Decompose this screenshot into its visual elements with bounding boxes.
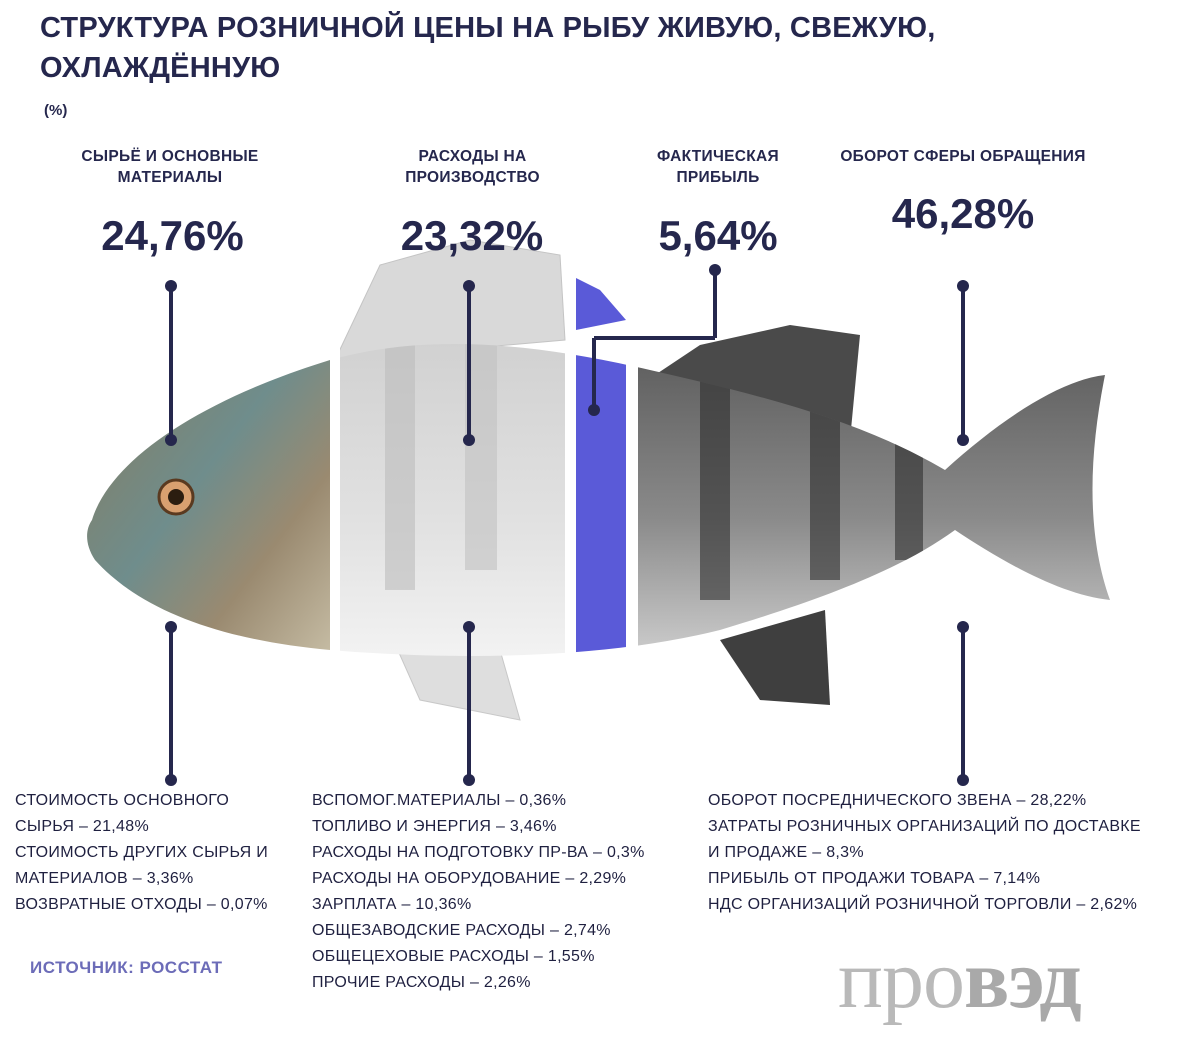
category-label-circulation-turnover: ОБОРОТ СФЕРЫ ОБРАЩЕНИЯ [808,146,1118,167]
connector-production-costs-dot [463,280,475,292]
list-item: ВОЗВРАТНЫЕ ОТХОДЫ – 0,07% [15,896,268,913]
connector-actual-profit-dot [709,264,721,276]
category-label-line: ПРИБЫЛЬ [676,169,760,186]
list-item: МАТЕРИАЛОВ – 3,36% [15,870,194,887]
unit-label: (%) [44,102,68,119]
chart-title: СТРУКТУРА РОЗНИЧНОЙ ЦЕНЫ НА РЫБУ ЖИВУЮ, … [40,12,936,84]
connector-circulation-turnover-dot [957,774,969,786]
category-label-production-costs: РАСХОДЫ НА ПРОИЗВОДСТВО [355,146,590,188]
item-list-raw-materials: СТОИМОСТЬ ОСНОВНОГО СЫРЬЯ – 21,48% СТОИМ… [15,788,315,918]
list-item: ОБОРОТ ПОСРЕДНИЧЕСКОГО ЗВЕНА – 28,22% [708,792,1087,809]
connector-production-costs-dot [463,774,475,786]
list-item: СЫРЬЯ – 21,48% [15,818,149,835]
connector-circulation-turnover-dot [957,434,969,446]
logo-part-1: про [838,933,965,1026]
item-list-circulation-turnover: ОБОРОТ ПОСРЕДНИЧЕСКОГО ЗВЕНА – 28,22% ЗА… [708,788,1198,918]
category-label-line: РАСХОДЫ НА [418,148,527,165]
connector-raw-materials-dot [165,774,177,786]
brand-logo: провэд [838,933,1082,1026]
list-item: СТОИМОСТЬ ОСНОВНОГО [15,792,230,809]
connector-raw-materials-dot [165,434,177,446]
list-item: СТОИМОСТЬ ДРУГИХ СЫРЬЯ И [15,844,269,861]
list-item: РАСХОДЫ НА ПОДГОТОВКУ ПР-ВА – 0,3% [312,844,645,861]
connector-circulation-turnover-dot [957,280,969,292]
category-label-line: СЫРЬЁ И ОСНОВНЫЕ [81,148,259,165]
list-item: ТОПЛИВО И ЭНЕРГИЯ – 3,46% [312,818,557,835]
connector-production-costs-dot [463,621,475,633]
connector-circulation-turnover-dot [957,621,969,633]
connector-production-costs-dot [463,434,475,446]
value-label-raw-materials: 24,76% [101,212,244,259]
category-label-actual-profit: ФАКТИЧЕСКАЯ ПРИБЫЛЬ [628,146,808,188]
list-item: НДС ОРГАНИЗАЦИЙ РОЗНИЧНОЙ ТОРГОВЛИ – 2,6… [708,896,1138,913]
list-item: РАСХОДЫ НА ОБОРУДОВАНИЕ – 2,29% [312,870,627,887]
list-item: ОБЩЕЦЕХОВЫЕ РАСХОДЫ – 1,55% [312,948,595,965]
connector-raw-materials-dot [165,621,177,633]
value-label-production-costs: 23,32% [400,212,544,259]
list-item: ПРИБЫЛЬ ОТ ПРОДАЖИ ТОВАРА – 7,14% [708,870,1041,887]
list-item: ЗАТРАТЫ РОЗНИЧНЫХ ОРГАНИЗАЦИЙ ПО ДОСТАВК… [708,818,1141,835]
category-label-line: МАТЕРИАЛЫ [117,169,223,186]
connector-raw-materials-dot [165,280,177,292]
list-item: ПРОЧИЕ РАСХОДЫ – 2,26% [312,974,531,991]
category-label-line: ПРОИЗВОДСТВО [405,169,540,186]
list-item: ЗАРПЛАТА – 10,36% [312,896,472,913]
value-label-actual-profit: 5,64% [658,212,778,259]
list-item: И ПРОДАЖЕ – 8,3% [708,844,864,861]
logo-part-2: вэд [963,933,1082,1026]
value-label-circulation-turnover: 46,28% [891,190,1035,237]
category-label-raw-materials: СЫРЬЁ И ОСНОВНЫЕ МАТЕРИАЛЫ [55,146,285,188]
list-item: ОБЩЕЗАВОДСКИЕ РАСХОДЫ – 2,74% [312,922,611,939]
category-label-line: ОБОРОТ СФЕРЫ ОБРАЩЕНИЯ [840,148,1086,165]
item-list-production-costs: ВСПОМОГ.МАТЕРИАЛЫ – 0,36% ТОПЛИВО И ЭНЕР… [312,788,702,996]
connector-actual-profit-dot [588,404,600,416]
category-label-line: ФАКТИЧЕСКАЯ [656,148,779,165]
source-note: ИСТОЧНИК: РОССТАТ [30,958,223,977]
list-item: ВСПОМОГ.МАТЕРИАЛЫ – 0,36% [312,792,567,809]
